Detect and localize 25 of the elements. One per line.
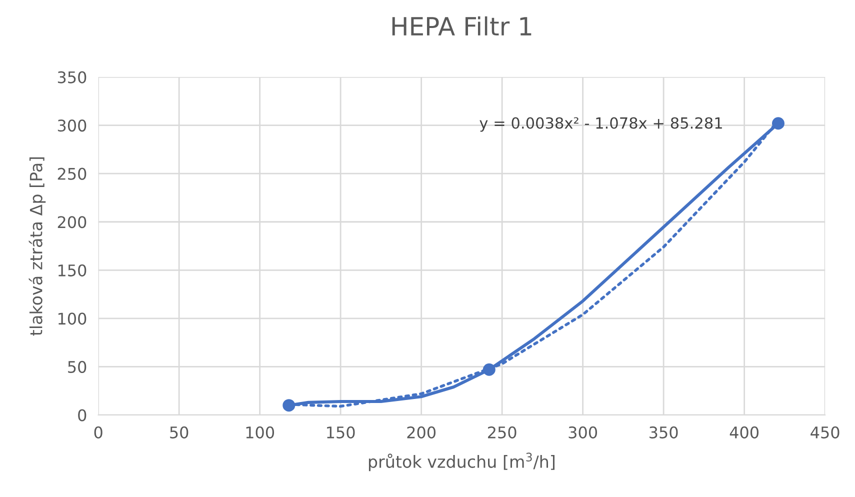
point — [282, 399, 296, 412]
x-tick-label: 0 — [94, 426, 102, 438]
x-tick-label: 450 — [810, 426, 840, 438]
x-tick-label: 400 — [730, 426, 759, 438]
x-axis-title: průtok vzduchu [m$^{3}$/h] — [368, 452, 554, 472]
x-tick-label: 200 — [407, 426, 436, 438]
y-tick-label: 200 — [58, 216, 86, 228]
x-tick-label: 150 — [327, 426, 355, 438]
x-tick-label: 300 — [568, 426, 598, 438]
x-tick-label: 100 — [246, 426, 274, 438]
y-tick-label: 100 — [58, 312, 86, 325]
y-axis-title: tlaková ztráta Δp [Pa] — [28, 157, 46, 336]
y-tick-label: 150 — [58, 264, 86, 276]
y-tick-label: 0 — [78, 409, 86, 422]
y-tick-label: 250 — [58, 168, 86, 180]
x-tick-label: 50 — [170, 426, 188, 438]
x-tick-label: 250 — [488, 426, 516, 438]
point — [772, 117, 784, 130]
y-tick-label: 300 — [58, 120, 86, 132]
point — [482, 363, 496, 376]
y-tick-label: 50 — [68, 360, 86, 374]
y-tick-label: 350 — [58, 71, 86, 84]
annotation: y = 0.0038x² - 1.078x + 85.281 — [480, 117, 722, 132]
chart-title: HEPA Filtr 1 — [392, 16, 532, 36]
x-tick-label: 350 — [650, 426, 678, 438]
